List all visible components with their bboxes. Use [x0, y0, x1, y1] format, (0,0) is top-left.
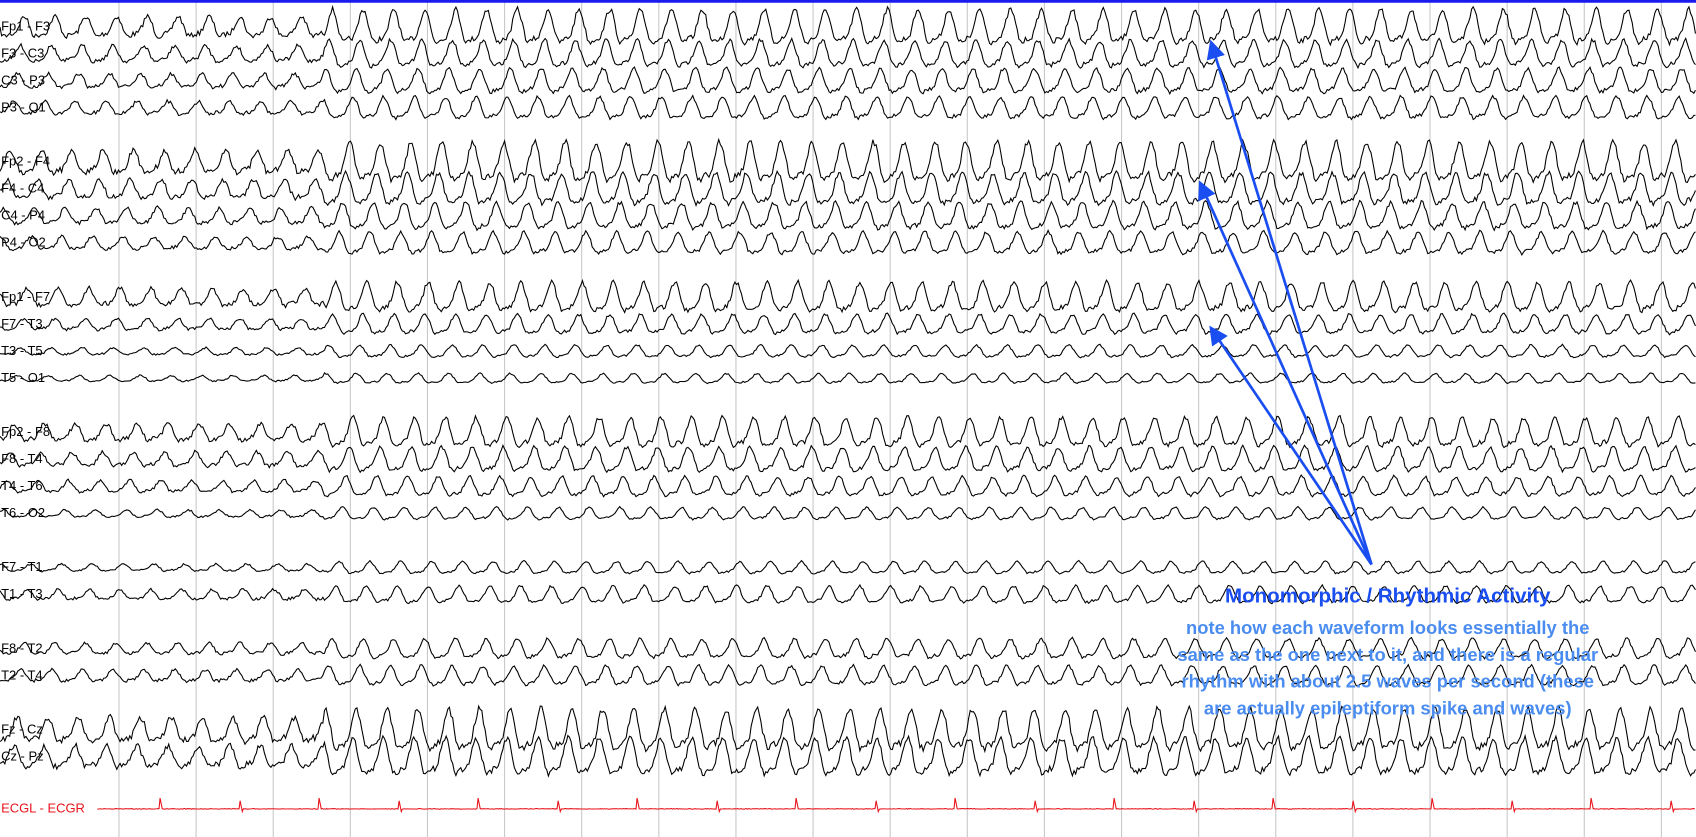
eeg-trace [0, 169, 1696, 208]
channel-label: T1 - T3 [1, 586, 43, 601]
traces [0, 4, 1696, 814]
channel-label: Fp2 - F8 [1, 424, 50, 439]
annotation-line: rhythm with about 2.5 waves per second (… [1181, 671, 1594, 692]
eeg-trace [0, 371, 1696, 385]
arrow [1198, 180, 1373, 566]
eeg-trace [0, 4, 1696, 47]
channel-label: Fp1 - F7 [1, 289, 50, 304]
eeg-trace [0, 636, 1696, 660]
channel-label: F3 - C3 [1, 45, 44, 60]
annotation-line: same as the one next to it, and there is… [1177, 644, 1598, 665]
channel-label: F7 - T1 [1, 559, 43, 574]
eeg-trace [0, 36, 1696, 70]
eeg-trace [0, 559, 1696, 575]
channel-label: P4 - O2 [1, 235, 46, 250]
eeg-trace [0, 94, 1696, 121]
channel-label: F4 - C4 [1, 181, 44, 196]
channel-label: F7 - T3 [1, 316, 43, 331]
eeg-trace [0, 505, 1696, 521]
eeg-trace [0, 443, 1696, 474]
channel-label: T4 - T6 [1, 478, 43, 493]
eeg-trace [0, 199, 1696, 232]
eeg-trace [0, 312, 1696, 336]
channel-label: T3 - T5 [1, 343, 43, 358]
channel-label: T2 - T4 [1, 667, 43, 682]
eeg-trace [0, 278, 1696, 314]
channel-label: T6 - O2 [1, 505, 45, 520]
channel-label: Fz - Cz [1, 721, 43, 736]
arrows [1198, 39, 1373, 566]
eeg-trace [0, 733, 1696, 778]
channel-label: P3 - O1 [1, 100, 46, 115]
channel-label: C4 - P4 [1, 208, 45, 223]
eeg-trace [0, 65, 1696, 96]
channel-label: Fp2 - F4 [1, 154, 50, 169]
eeg-trace [0, 704, 1696, 754]
eeg-trace [0, 229, 1696, 257]
eeg-trace [0, 583, 1696, 605]
channel-label: ECGL - ECGR [1, 800, 85, 815]
eeg-trace [0, 343, 1696, 359]
annotation-line: are actually epileptiform spike and wave… [1204, 697, 1572, 718]
eeg-trace [0, 663, 1696, 687]
annotation-text: note how each waveform looks essentially… [1177, 617, 1598, 718]
arrow [1206, 39, 1373, 565]
channel-label: F8 - T2 [1, 640, 43, 655]
channel-label: T5 - O1 [1, 370, 45, 385]
eeg-trace [0, 474, 1696, 498]
ecg-trace [97, 797, 1696, 814]
channel-label: C3 - P3 [1, 73, 45, 88]
arrow [1209, 325, 1373, 566]
channel-label: Fp1 - F3 [1, 18, 50, 33]
eeg-trace [0, 137, 1696, 184]
channel-label: F8 - T4 [1, 451, 43, 466]
channel-label: Cz - Pz [1, 748, 44, 763]
channel-labels: Fp1 - F3 F3 - C3 C3 - P3 P3 - O1 Fp2 - F4 F4 … [1, 18, 85, 815]
annotation-line: note how each waveform looks essentially… [1186, 617, 1589, 638]
eeg-trace [0, 414, 1696, 449]
annotation-title: Monomorphic / Rhythmic Activity [1225, 584, 1551, 607]
